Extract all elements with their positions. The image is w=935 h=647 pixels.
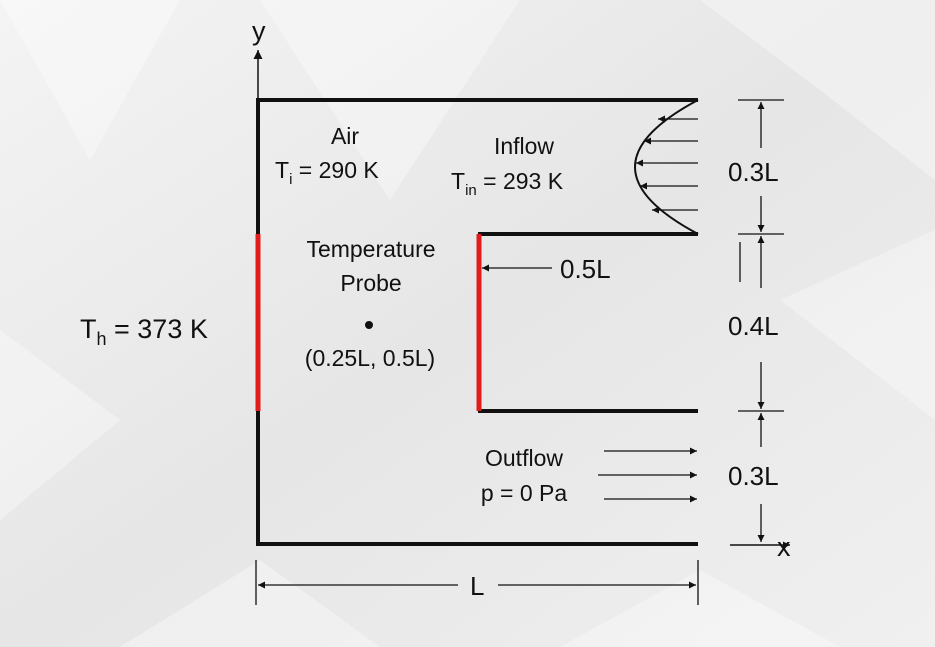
probe-coordinates: (0.25L, 0.5L) xyxy=(305,345,435,371)
outflow-pressure: p = 0 Pa xyxy=(481,480,568,506)
block-height-label: 0.4L xyxy=(728,311,779,341)
width-label: L xyxy=(470,571,484,601)
y-axis-label: y xyxy=(252,16,266,46)
inflow-velocity-profile xyxy=(634,99,699,235)
probe-label-line1: Temperature xyxy=(306,236,435,262)
vertical-dimensions xyxy=(738,99,784,542)
inflow-temperature: Tin = 293 K xyxy=(451,168,564,199)
width-dimension xyxy=(255,560,699,605)
inflow-label: Inflow xyxy=(494,133,554,159)
outflow-label: Outflow xyxy=(485,445,563,471)
probe-point xyxy=(365,321,373,329)
air-label: Air xyxy=(331,123,359,149)
outflow-arrows xyxy=(598,447,697,503)
heater-temperature: Th = 373 K xyxy=(80,314,208,349)
outlet-height-label: 0.3L xyxy=(728,461,779,491)
x-axis-label: x xyxy=(777,532,791,562)
inlet-height-label: 0.3L xyxy=(728,157,779,187)
inflow-arrows xyxy=(636,115,698,214)
block-depth-label: 0.5L xyxy=(560,254,611,284)
probe-label-line2: Probe xyxy=(340,270,401,296)
air-temperature: Ti = 290 K xyxy=(275,157,379,188)
